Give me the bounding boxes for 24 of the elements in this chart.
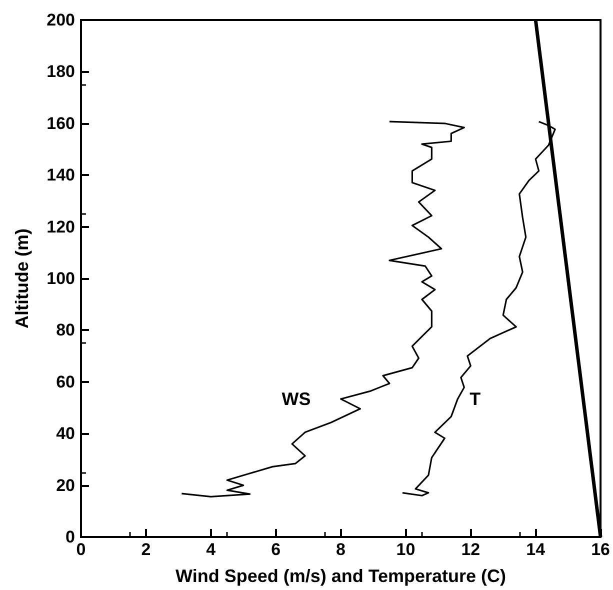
line-series: [180, 120, 465, 498]
y-tick-label: 60: [56, 372, 75, 392]
series-label: WS: [282, 388, 311, 409]
y-tick-label: 80: [56, 320, 75, 340]
x-tick-label: 6: [271, 540, 281, 559]
x-tick-label: 16: [591, 540, 610, 559]
series-label: T: [470, 388, 481, 409]
y-tick-label: 40: [56, 424, 75, 444]
y-tick-label: 140: [46, 166, 75, 185]
x-tick-label: 8: [336, 540, 346, 559]
x-axis-title: Wind Speed (m/s) and Temperature (C): [176, 566, 506, 586]
y-tick-label: 180: [46, 62, 75, 82]
y-tick-label: 20: [56, 476, 75, 495]
y-tick-label: 200: [46, 10, 75, 30]
x-tick-label: 4: [206, 540, 216, 559]
x-tick-label: 12: [461, 540, 480, 559]
y-tick-label: 160: [46, 114, 75, 133]
y-tick-label: 120: [46, 217, 75, 236]
x-tick-label: 14: [526, 540, 546, 559]
x-tick-label: 2: [141, 540, 151, 559]
y-axis-title: Altitude (m): [12, 228, 32, 328]
y-tick-label: 0: [66, 528, 75, 546]
y-tick-label: 100: [46, 269, 75, 288]
x-tick-label: 10: [396, 540, 416, 559]
